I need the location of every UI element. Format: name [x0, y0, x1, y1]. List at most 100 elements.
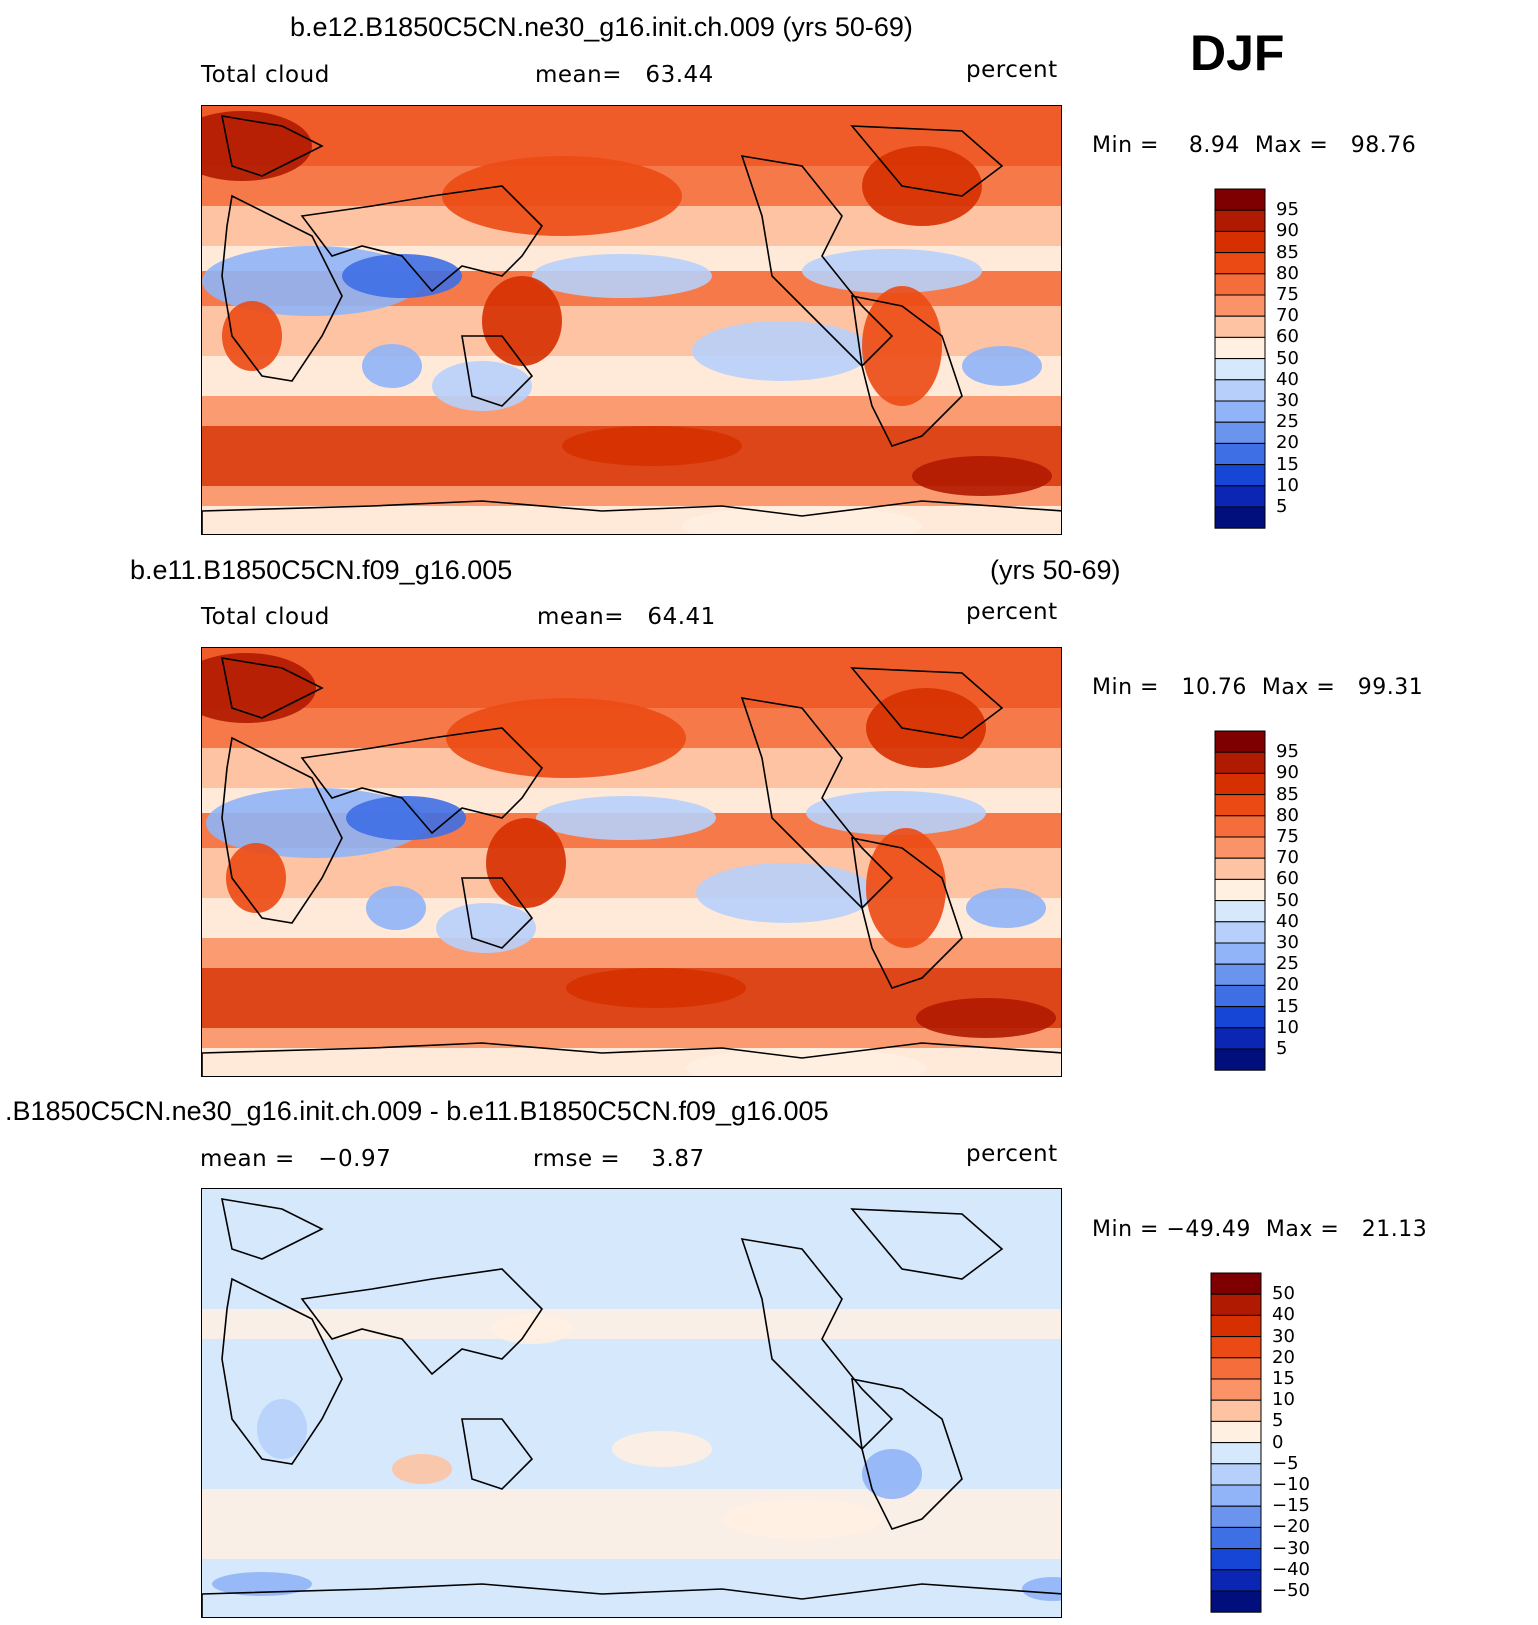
colorbar-swatch [1214, 836, 1266, 859]
colorbar-tick-label: 10 [1272, 1389, 1295, 1411]
colorbar-swatch [1214, 273, 1266, 296]
contour-region [257, 1399, 307, 1459]
panel3-map [201, 1188, 1062, 1618]
panel2-mean-label: mean= 64.41 [537, 604, 716, 630]
colorbar-swatch [1214, 963, 1266, 986]
colorbar-swatch [1214, 506, 1266, 529]
colorbar-swatch [1214, 751, 1266, 774]
colorbar-swatch [1214, 315, 1266, 338]
coastline [850, 667, 1004, 739]
colorbar-swatch [1210, 1463, 1262, 1486]
colorbar-swatch [1214, 485, 1266, 508]
coastline [851, 836, 963, 989]
colorbar-tick-label: 5 [1272, 1410, 1284, 1432]
coastline [220, 657, 324, 719]
colorbar-swatch [1214, 464, 1266, 487]
panel3-units-label: percent [966, 1141, 1058, 1167]
colorbar-tick-label: 80 [1276, 804, 1299, 826]
contour-region [682, 506, 922, 534]
contour-region [366, 886, 426, 930]
coastline [851, 1377, 963, 1530]
coastline [202, 1042, 1061, 1076]
colorbar-swatch [1210, 1293, 1262, 1316]
colorbar-swatch [1210, 1569, 1262, 1592]
colorbar-tick-label: 70 [1276, 305, 1299, 327]
contour-region [362, 344, 422, 388]
colorbar-swatch [1214, 294, 1266, 317]
colorbar-swatch [1214, 984, 1266, 1008]
contour-region [482, 276, 562, 366]
panel1-units-label: percent [966, 57, 1058, 83]
colorbar-swatch [1210, 1484, 1262, 1507]
panel2-years: (yrs 50-69) [990, 555, 1121, 585]
contour-region [202, 1028, 1061, 1048]
contour-region [562, 426, 742, 466]
colorbar-swatch [1214, 400, 1266, 423]
contour-region [492, 1314, 572, 1344]
panel1-minmax: Min = 8.94 Max = 98.76 [1092, 133, 1417, 158]
contour-region [202, 1489, 1061, 1559]
coastline [300, 1268, 544, 1376]
contour-region [202, 486, 1061, 506]
colorbar-tick-label: 75 [1276, 826, 1299, 847]
colorbar-tick-label: −15 [1272, 1495, 1310, 1517]
contour-region [696, 863, 876, 923]
panel1-title: b.e12.B1850C5CN.ne30_g16.init.ch.009 (yr… [290, 12, 913, 42]
contour-region [862, 1449, 922, 1499]
colorbar-swatch [1214, 921, 1266, 944]
colorbar-swatch [1214, 1006, 1266, 1029]
colorbar-tick-label: 90 [1276, 762, 1299, 784]
colorbar-swatch [1210, 1590, 1262, 1613]
season-label: DJF [1190, 25, 1285, 81]
contour-region [966, 888, 1046, 928]
contour-region [486, 818, 566, 908]
colorbar-tick-label: 20 [1276, 432, 1299, 454]
contour-region [202, 1309, 1061, 1339]
contour-region [212, 1572, 312, 1596]
colorbar-tick-label: −10 [1272, 1474, 1310, 1495]
colorbar-tick-label: 80 [1276, 262, 1299, 284]
colorbar-tick-label: 25 [1276, 411, 1299, 433]
colorbar-tick-label: −5 [1272, 1452, 1299, 1474]
coastline [461, 335, 534, 407]
colorbar-swatch [1214, 336, 1266, 360]
contour-region [432, 361, 532, 411]
contour-region [692, 321, 872, 381]
colorbar-swatch [1214, 794, 1266, 817]
coastline [202, 1583, 1061, 1617]
colorbar-swatch [1214, 442, 1266, 466]
contour-region [436, 903, 536, 953]
panel3-title: .B1850C5CN.ne30_g16.init.ch.009 - b.e11.… [5, 1096, 829, 1126]
colorbar-tick-label: 5 [1276, 496, 1288, 517]
colorbar-tick-label: 50 [1272, 1283, 1295, 1305]
colorbar-tick-label: 60 [1276, 326, 1299, 348]
coastline [850, 1208, 1004, 1280]
colorbar-tick-label: 5 [1276, 1038, 1288, 1059]
colorbar-swatch [1210, 1399, 1262, 1422]
colorbar-swatch [1214, 815, 1266, 838]
contour-region [442, 156, 682, 236]
coastline [740, 696, 894, 910]
contour-region [806, 791, 986, 835]
colorbar-swatch [1214, 772, 1266, 796]
colorbar-tick-label: 30 [1276, 390, 1299, 411]
colorbar-tick-label: 25 [1276, 953, 1299, 975]
colorbar-tick-label: −40 [1272, 1558, 1310, 1580]
coastline [850, 125, 1004, 197]
contour-region [912, 456, 1052, 496]
contour-region [686, 1048, 926, 1076]
coastline [461, 877, 534, 949]
panel2-units-label: percent [966, 599, 1058, 625]
colorbar-tick-label: 50 [1276, 889, 1299, 911]
colorbar-swatch [1214, 1027, 1266, 1050]
panel3-rmse-label: rmse = 3.87 [533, 1146, 705, 1172]
contour-region [202, 938, 1061, 968]
colorbar-swatch [1210, 1505, 1262, 1528]
colorbar-tick-label: 95 [1276, 741, 1299, 763]
coastline [202, 500, 1061, 534]
panel3-mean-label: mean = −0.97 [200, 1146, 392, 1172]
contour-region [536, 796, 716, 840]
coastline [300, 727, 544, 835]
contour-region [802, 249, 982, 293]
contour-region [566, 968, 746, 1008]
